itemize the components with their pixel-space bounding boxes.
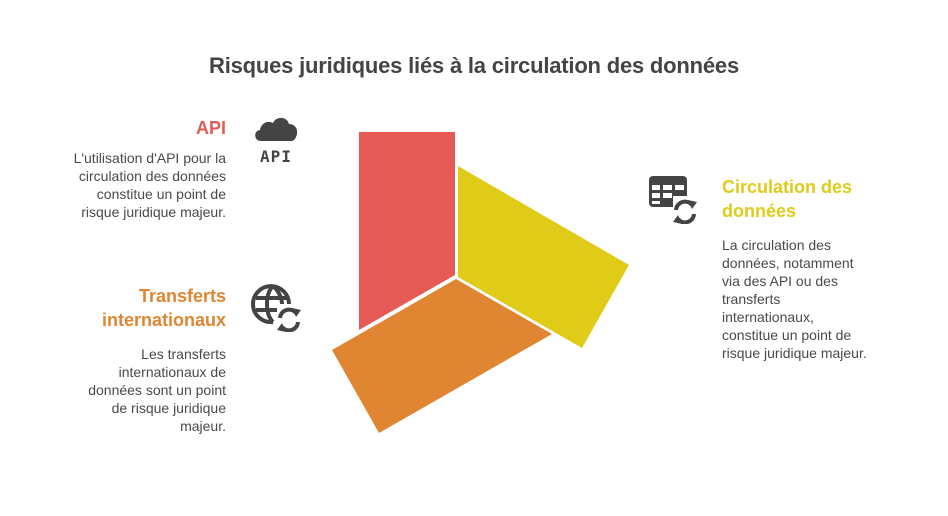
api-desc-line: constitue un point de <box>96 186 226 202</box>
circulation-heading-line: Circulation des <box>722 177 853 197</box>
circulation-heading-line: données <box>722 201 797 221</box>
circulation-desc-line: risque juridique majeur. <box>722 345 867 361</box>
transferts-heading-line: internationaux <box>101 310 226 330</box>
transferts-desc-line: internationaux de <box>118 364 226 380</box>
transferts-heading-line: Transferts <box>138 286 226 306</box>
svg-text:API: API <box>260 147 292 165</box>
api-desc-line: risque juridique majeur. <box>81 204 226 220</box>
transferts-heading: Transferts internationaux <box>60 284 226 332</box>
api-description: L'utilisation d'API pour la circulation … <box>40 149 226 221</box>
table-sync-icon <box>649 176 699 224</box>
transferts-desc-line: majeur. <box>180 418 226 434</box>
segment-circulation <box>458 166 629 348</box>
circulation-description: La circulation des données, notamment vi… <box>722 236 922 362</box>
circulation-desc-line: internationaux, <box>722 309 814 325</box>
transferts-desc-line: Les transferts <box>141 346 226 362</box>
circulation-desc-line: données, notamment <box>722 255 854 271</box>
page-title: Risques juridiques liés à la circulation… <box>209 53 739 78</box>
cloud-api-icon: API <box>255 117 298 165</box>
circulation-desc-line: La circulation des <box>722 237 831 253</box>
circulation-heading: Circulation des données <box>722 175 922 223</box>
api-desc-line: circulation des données <box>78 168 226 184</box>
transferts-desc-line: de risque juridique <box>111 400 226 416</box>
circulation-desc-line: via des API ou des <box>722 273 838 289</box>
circulation-desc-line: constitue un point de <box>722 327 852 343</box>
transferts-description: Les transferts internationaux de données… <box>40 345 226 435</box>
segment-transferts <box>332 279 552 433</box>
transferts-desc-line: données sont un point <box>88 382 226 398</box>
api-desc-line: L'utilisation d'API pour la <box>73 150 226 166</box>
circulation-desc-line: transferts <box>722 291 781 307</box>
segment-api <box>359 132 455 330</box>
api-heading: API <box>195 118 226 138</box>
globe-sync-icon <box>251 284 301 332</box>
